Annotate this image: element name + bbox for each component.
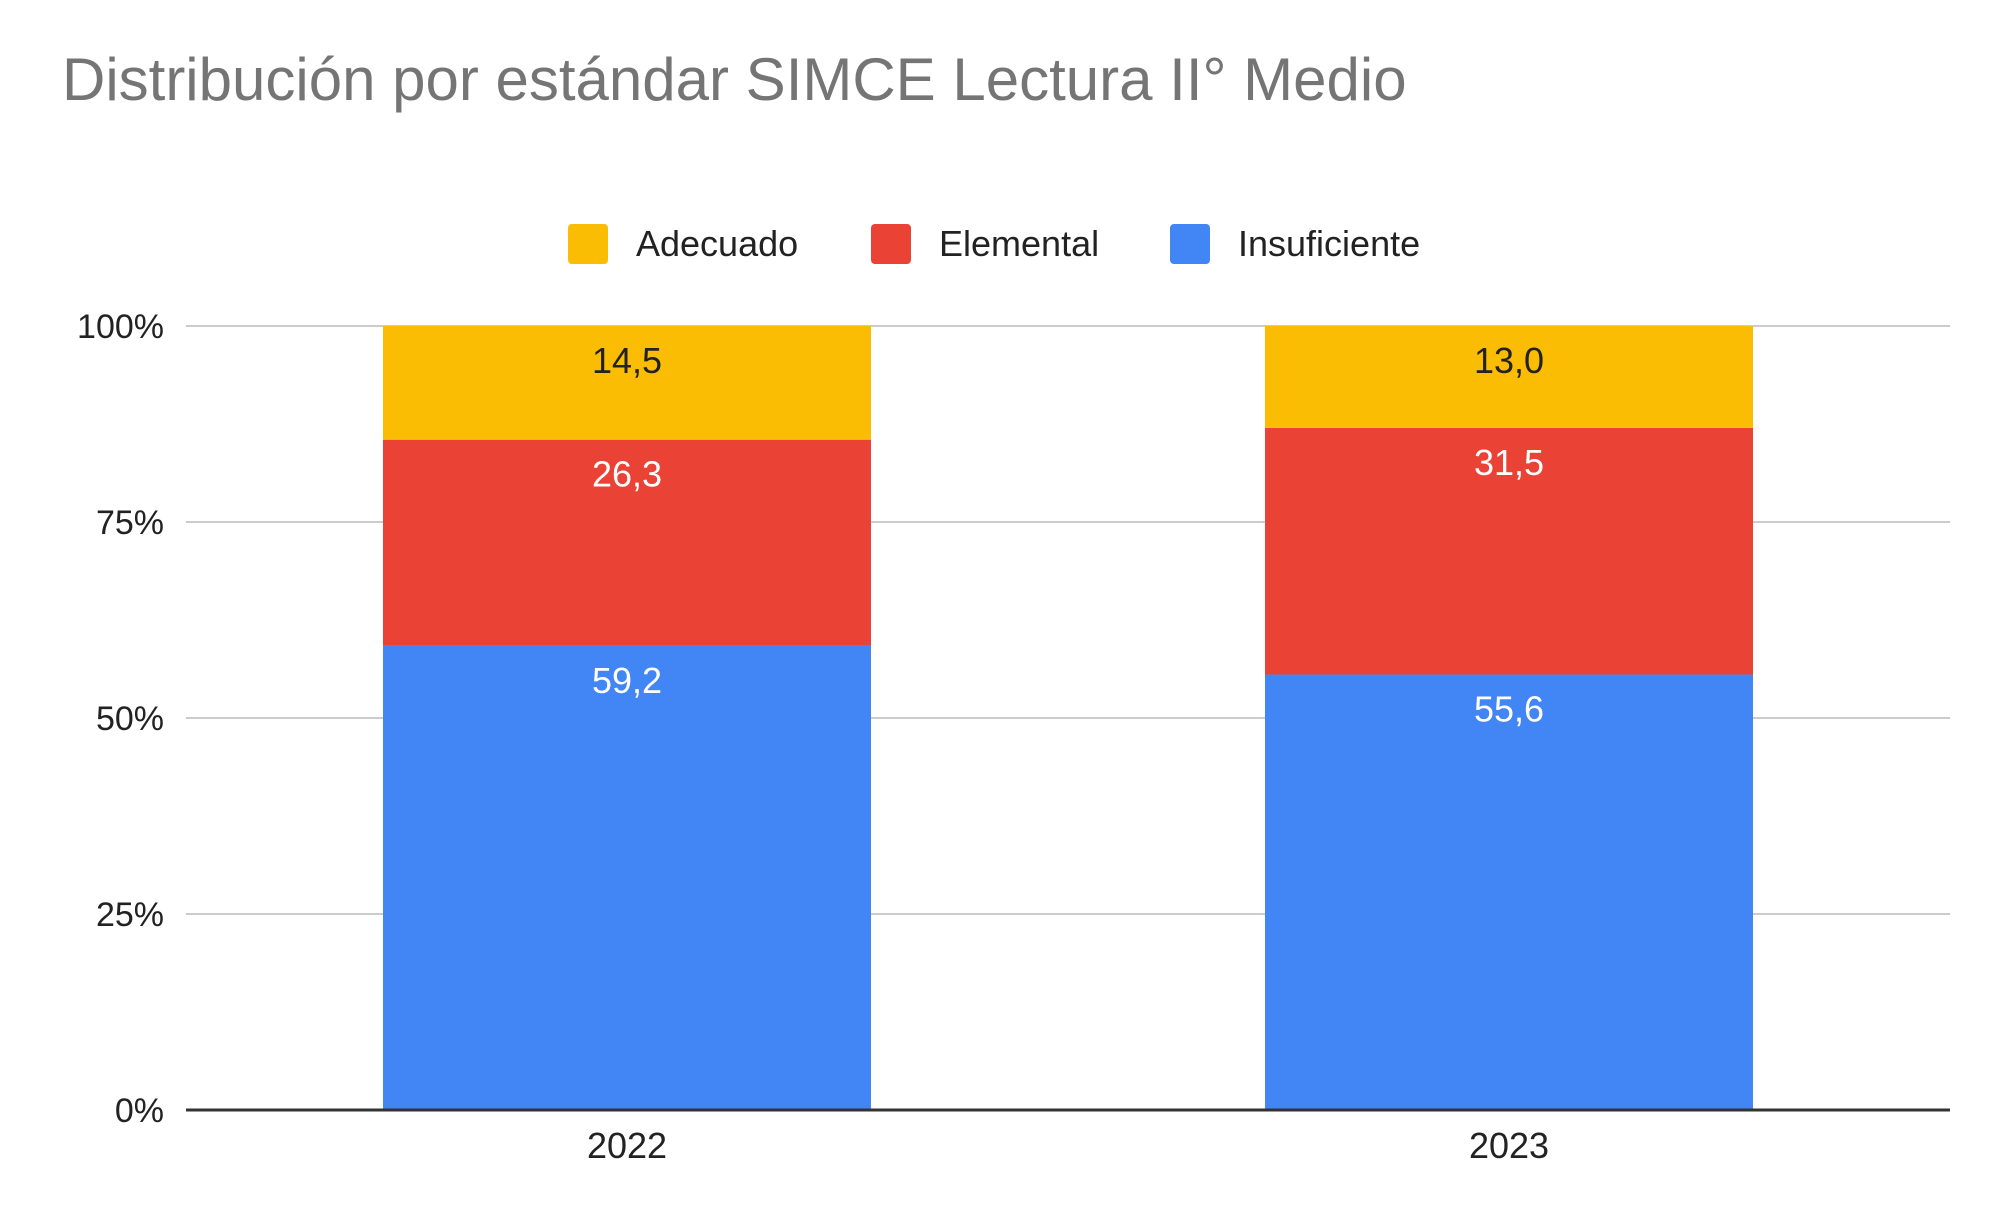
- bar-segment: [383, 439, 871, 646]
- data-label: 59,2: [592, 660, 662, 701]
- data-label: 26,3: [592, 454, 662, 495]
- y-tick-label: 50%: [96, 700, 164, 738]
- x-tick-label: 2023: [1469, 1125, 1549, 1166]
- data-label: 31,5: [1474, 442, 1544, 483]
- legend-label: Insuficiente: [1238, 223, 1420, 264]
- legend-label: Adecuado: [636, 223, 798, 264]
- legend-label: Elemental: [939, 223, 1099, 264]
- bar-segment: [1265, 427, 1753, 675]
- bar-segment: [383, 645, 871, 1110]
- y-axis-ticks: 0% 25% 50% 75% 100%: [77, 308, 164, 1130]
- data-labels: 59,2 26,3 14,5 55,6 31,5 13,0: [592, 340, 1544, 730]
- bar-segment: [1265, 326, 1753, 428]
- data-label: 55,6: [1474, 689, 1544, 730]
- y-tick-label: 75%: [96, 504, 164, 542]
- y-tick-label: 25%: [96, 896, 164, 934]
- bar-segment: [383, 326, 871, 440]
- x-axis-ticks: 2022 2023: [587, 1125, 1549, 1166]
- y-tick-label: 0%: [115, 1092, 164, 1130]
- x-tick-label: 2022: [587, 1125, 667, 1166]
- data-label: 13,0: [1474, 340, 1544, 381]
- data-label: 14,5: [592, 340, 662, 381]
- bars: [383, 326, 1753, 1110]
- legend-swatch: [568, 224, 608, 264]
- y-tick-label: 100%: [77, 308, 164, 346]
- legend-swatch: [871, 224, 911, 264]
- chart-title: Distribución por estándar SIMCE Lectura …: [62, 46, 1407, 113]
- legend: Adecuado Elemental Insuficiente: [568, 223, 1420, 264]
- legend-swatch: [1170, 224, 1210, 264]
- bar-segment: [1265, 674, 1753, 1110]
